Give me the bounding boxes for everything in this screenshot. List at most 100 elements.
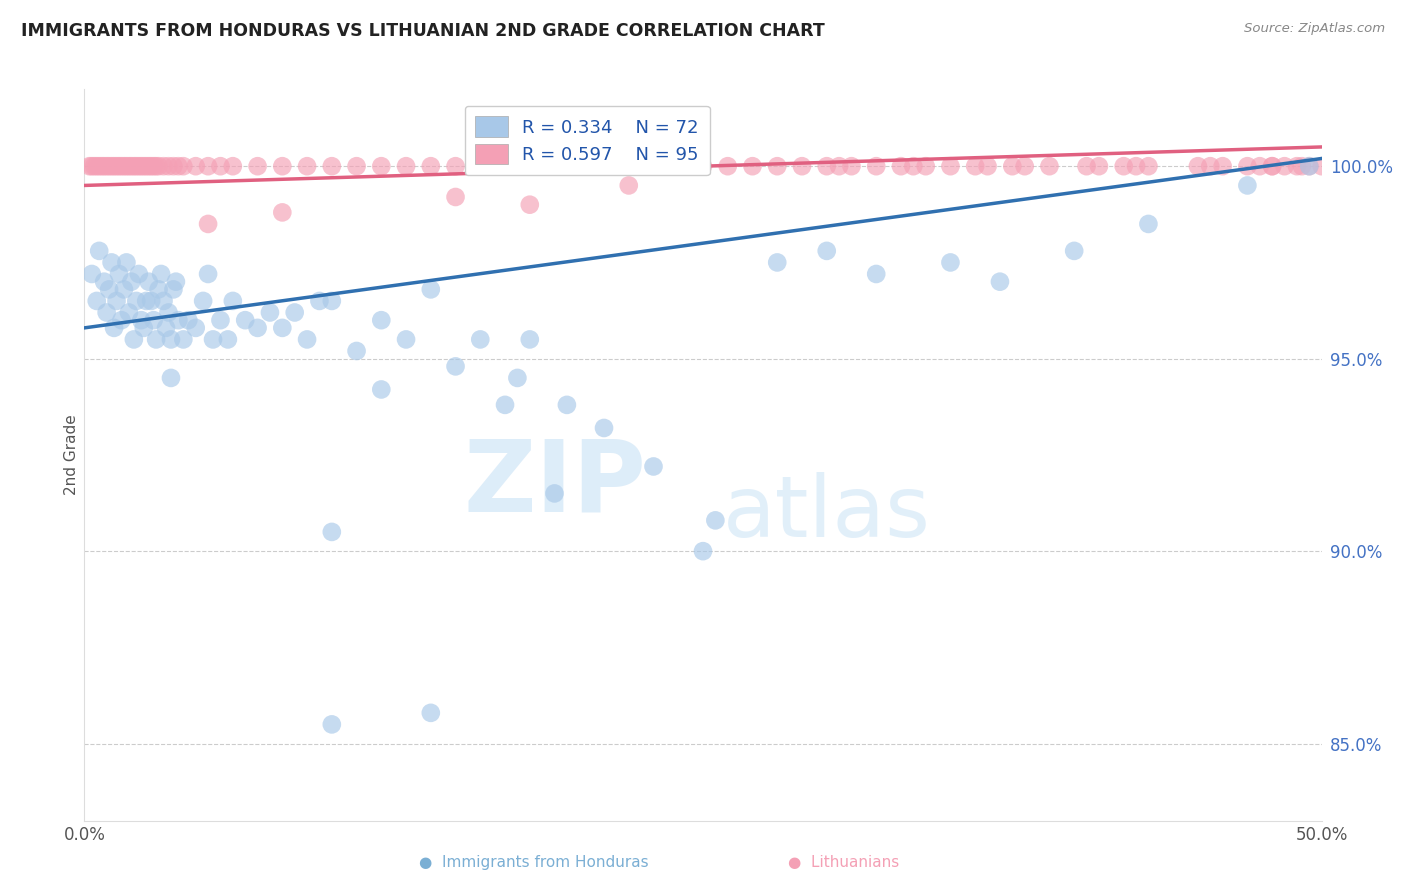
Point bbox=[148, 282, 170, 296]
Point bbox=[89, 159, 111, 173]
Point bbox=[543, 486, 565, 500]
Point bbox=[150, 267, 173, 281]
Point bbox=[120, 159, 142, 173]
Point bbox=[1014, 159, 1036, 173]
Point bbox=[643, 459, 665, 474]
Point bbox=[815, 244, 838, 258]
Point bbox=[271, 205, 294, 219]
Point bbox=[89, 244, 111, 258]
Point bbox=[1137, 217, 1160, 231]
Point bbox=[197, 267, 219, 281]
Point bbox=[531, 159, 554, 173]
Point bbox=[167, 159, 190, 173]
Point bbox=[246, 321, 269, 335]
Point bbox=[246, 159, 269, 173]
Point bbox=[145, 159, 167, 173]
Point bbox=[271, 321, 294, 335]
Point bbox=[593, 159, 616, 173]
Point bbox=[202, 333, 225, 347]
Point bbox=[766, 159, 789, 173]
Point bbox=[568, 159, 591, 173]
Point bbox=[815, 159, 838, 173]
Text: ZIP: ZIP bbox=[463, 435, 645, 533]
Point bbox=[122, 333, 145, 347]
Point bbox=[259, 305, 281, 319]
Point bbox=[643, 159, 665, 173]
Point bbox=[666, 159, 689, 173]
Point bbox=[370, 313, 392, 327]
Point bbox=[152, 159, 174, 173]
Point bbox=[165, 275, 187, 289]
Point bbox=[704, 513, 727, 527]
Point bbox=[914, 159, 936, 173]
Text: ●  Lithuanians: ● Lithuanians bbox=[787, 855, 900, 870]
Point bbox=[96, 159, 118, 173]
Point bbox=[321, 717, 343, 731]
Point bbox=[98, 159, 121, 173]
Point bbox=[93, 159, 115, 173]
Point bbox=[1212, 159, 1234, 173]
Point bbox=[79, 159, 101, 173]
Point bbox=[1137, 159, 1160, 173]
Point bbox=[543, 159, 565, 173]
Point bbox=[103, 159, 125, 173]
Point bbox=[1001, 159, 1024, 173]
Point bbox=[93, 275, 115, 289]
Point bbox=[1125, 159, 1147, 173]
Point bbox=[295, 333, 318, 347]
Point bbox=[112, 159, 135, 173]
Point bbox=[444, 359, 467, 374]
Point bbox=[617, 178, 640, 193]
Point bbox=[217, 333, 239, 347]
Point bbox=[86, 293, 108, 308]
Point bbox=[135, 293, 157, 308]
Point bbox=[177, 313, 200, 327]
Point bbox=[162, 159, 184, 173]
Point bbox=[419, 159, 441, 173]
Point bbox=[741, 159, 763, 173]
Point bbox=[506, 159, 529, 173]
Point bbox=[197, 217, 219, 231]
Point bbox=[1236, 159, 1258, 173]
Point bbox=[115, 255, 138, 269]
Point bbox=[419, 706, 441, 720]
Point bbox=[494, 398, 516, 412]
Point bbox=[1291, 159, 1313, 173]
Text: IMMIGRANTS FROM HONDURAS VS LITHUANIAN 2ND GRADE CORRELATION CHART: IMMIGRANTS FROM HONDURAS VS LITHUANIAN 2… bbox=[21, 22, 825, 40]
Point bbox=[766, 255, 789, 269]
Point bbox=[110, 159, 132, 173]
Point bbox=[96, 305, 118, 319]
Point bbox=[617, 159, 640, 173]
Point bbox=[128, 267, 150, 281]
Point bbox=[138, 159, 160, 173]
Point bbox=[494, 159, 516, 173]
Point bbox=[103, 321, 125, 335]
Point bbox=[160, 371, 183, 385]
Point bbox=[1112, 159, 1135, 173]
Point bbox=[222, 293, 245, 308]
Point bbox=[125, 159, 148, 173]
Point bbox=[141, 159, 163, 173]
Point bbox=[233, 313, 256, 327]
Point bbox=[271, 159, 294, 173]
Point bbox=[444, 159, 467, 173]
Point bbox=[184, 159, 207, 173]
Point bbox=[555, 159, 578, 173]
Point bbox=[110, 313, 132, 327]
Point bbox=[152, 293, 174, 308]
Point bbox=[790, 159, 813, 173]
Point bbox=[1274, 159, 1296, 173]
Point bbox=[1298, 159, 1320, 173]
Point bbox=[145, 333, 167, 347]
Point bbox=[370, 383, 392, 397]
Point bbox=[1236, 178, 1258, 193]
Point bbox=[1285, 159, 1308, 173]
Point bbox=[692, 159, 714, 173]
Point bbox=[128, 159, 150, 173]
Point bbox=[105, 159, 128, 173]
Point bbox=[519, 197, 541, 211]
Point bbox=[1310, 159, 1333, 173]
Point bbox=[157, 305, 180, 319]
Point bbox=[118, 159, 141, 173]
Point bbox=[162, 282, 184, 296]
